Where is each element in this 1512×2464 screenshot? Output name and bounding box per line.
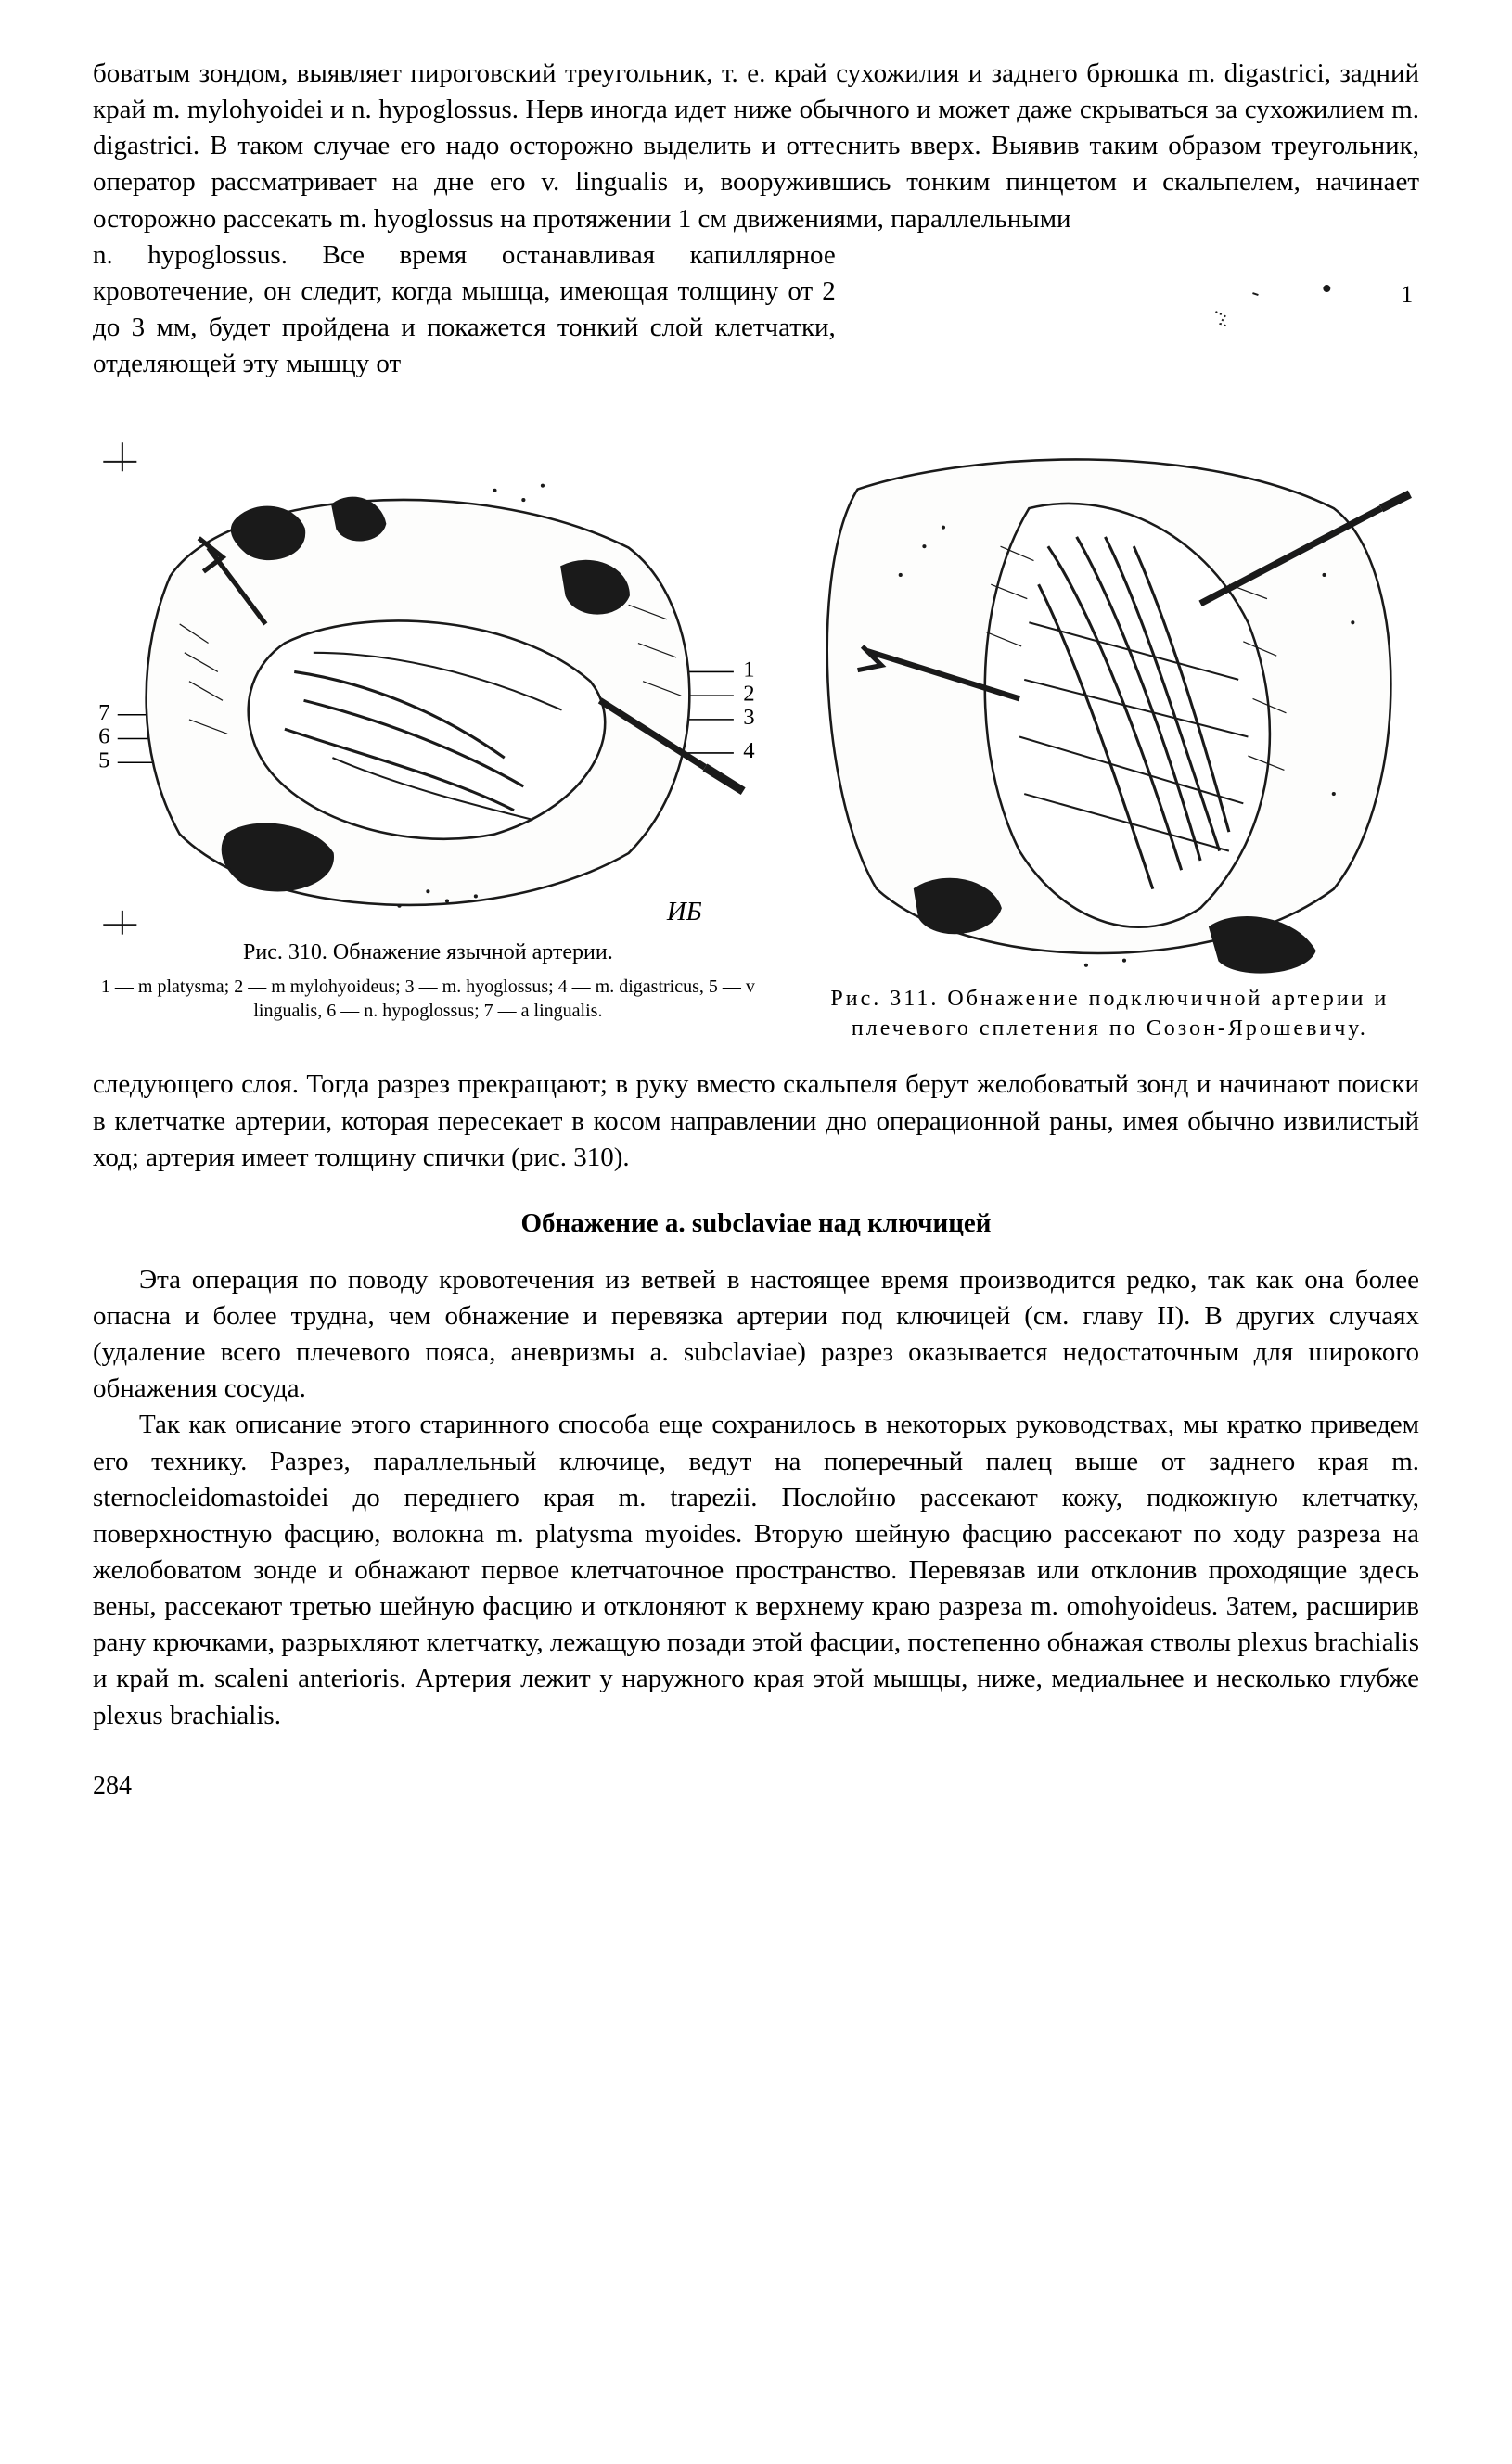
figure-310-image: 7 6 5 1 2 3 4 xyxy=(93,432,763,924)
figure-311-top-detail: 1 xyxy=(864,237,1419,404)
body-paragraph-1: Эта операция по поводу кровотечения из в… xyxy=(93,1262,1419,1408)
figure-311: Рис. 311. Обнажение подключичной артерии… xyxy=(801,432,1419,1044)
svg-text:2: 2 xyxy=(743,681,754,706)
top-paragraph: боватым зондом, выявляет пироговский тре… xyxy=(93,56,1419,237)
svg-text:5: 5 xyxy=(98,747,109,772)
svg-text:4: 4 xyxy=(743,738,754,763)
figure-310: 7 6 5 1 2 3 4 xyxy=(93,432,763,1023)
figures-row: 7 6 5 1 2 3 4 xyxy=(93,432,1419,1044)
figure-311-caption: Рис. 311. Обнажение подключичной артерии… xyxy=(801,984,1419,1044)
svg-text:1: 1 xyxy=(743,657,754,682)
svg-text:3: 3 xyxy=(743,705,754,730)
svg-text:1: 1 xyxy=(1401,281,1413,308)
section-heading: Обнажение a. subclaviae над ключицей xyxy=(93,1208,1419,1239)
svg-text:7: 7 xyxy=(98,700,109,725)
body-paragraph-2: Так как описание этого старинного способ… xyxy=(93,1407,1419,1733)
figure-310-caption-sub: 1 — m platysma; 2 — m mylohyoideus; 3 — … xyxy=(93,975,763,1023)
middle-paragraph: следующего слоя. Тогда разрез прекращают… xyxy=(93,1066,1419,1175)
figure-311-image xyxy=(801,432,1419,970)
svg-text:6: 6 xyxy=(98,723,109,748)
figure-310-caption: Рис. 310. Обнажение язычной артерии. xyxy=(93,938,763,967)
svg-text:ИБ: ИБ xyxy=(666,897,702,926)
narrow-paragraph: n. hypoglossus. Все время останавливая к… xyxy=(93,237,836,404)
page-number: 284 xyxy=(93,1771,1419,1801)
